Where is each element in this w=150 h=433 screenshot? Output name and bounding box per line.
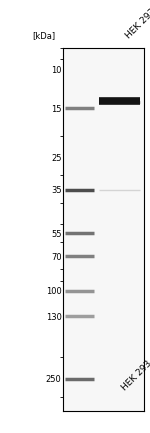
Text: HEK 293: HEK 293 [124,7,150,40]
Text: [kDa]: [kDa] [32,31,55,40]
Text: HEK 293: HEK 293 [120,359,150,392]
